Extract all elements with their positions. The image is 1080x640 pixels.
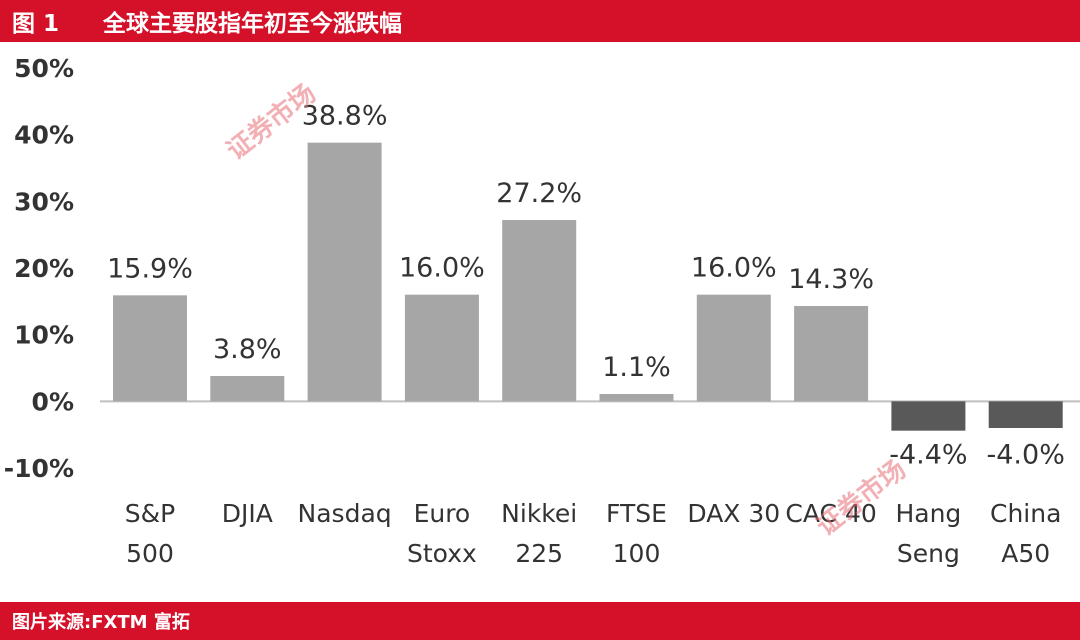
y-tick-label: 30% (14, 187, 74, 216)
bar (113, 295, 187, 402)
bar (988, 401, 1063, 428)
x-tick-label: 225 (515, 539, 563, 568)
figure-number: 图 1 (12, 11, 60, 37)
y-tick-label: 40% (14, 121, 74, 150)
x-tick-label: 100 (613, 539, 661, 568)
bar (891, 401, 966, 431)
y-tick-label: 10% (14, 321, 74, 350)
x-tick-label: Euro (414, 499, 471, 528)
bar (404, 294, 479, 402)
data-label: 14.3% (788, 264, 874, 295)
bar (502, 220, 577, 402)
data-label: 38.8% (302, 101, 388, 132)
title-bar: 图 1 全球主要股指年初至今涨跌幅 (0, 0, 1080, 42)
source-bar: 图片来源:FXTM 富拓 (0, 602, 1080, 640)
data-label: 27.2% (496, 178, 582, 209)
source-text: 图片来源:FXTM 富拓 (12, 612, 190, 633)
x-tick-label: DAX 30 (687, 499, 780, 528)
data-label: -4.0% (987, 439, 1065, 470)
x-tick-label: S&P (125, 499, 175, 528)
y-tick-label: -10% (4, 454, 74, 483)
data-label: 3.8% (213, 334, 282, 365)
y-tick-label: 50% (14, 54, 74, 83)
bar (210, 376, 285, 402)
x-tick-label: 500 (126, 539, 174, 568)
bar (307, 142, 382, 402)
x-tick-label: China (990, 499, 1061, 528)
x-tick-label: Nikkei (501, 499, 577, 528)
y-tick-label: 20% (14, 254, 74, 283)
bar (794, 306, 869, 402)
x-tick-label: A50 (1001, 539, 1050, 568)
x-tick-label: DJIA (222, 499, 273, 528)
bar (696, 294, 771, 402)
data-label: 16.0% (399, 253, 485, 284)
chart-area: 50% 40% 30% 20% 10% 0% -10% 15.9% S&P 500 3.8% DJIA… (0, 42, 1080, 602)
data-label: 16.0% (691, 253, 777, 284)
bar (599, 394, 674, 402)
x-tick-label: Hang (895, 499, 961, 528)
x-tick-label: Stoxx (407, 539, 477, 568)
y-tick-label: 0% (32, 387, 74, 416)
data-label: -4.4% (889, 439, 967, 470)
bar-chart: 50% 40% 30% 20% 10% 0% -10% 15.9% S&P 500 3.8% DJIA… (4, 54, 1080, 568)
data-label: 1.1% (602, 352, 671, 383)
x-tick-label: Seng (897, 539, 960, 568)
x-tick-label: Nasdaq (298, 499, 392, 528)
x-tick-label: CAC 40 (785, 499, 876, 528)
chart-title: 全球主要股指年初至今涨跌幅 (103, 11, 403, 37)
data-label: 15.9% (107, 253, 193, 284)
x-tick-label: FTSE (606, 499, 667, 528)
